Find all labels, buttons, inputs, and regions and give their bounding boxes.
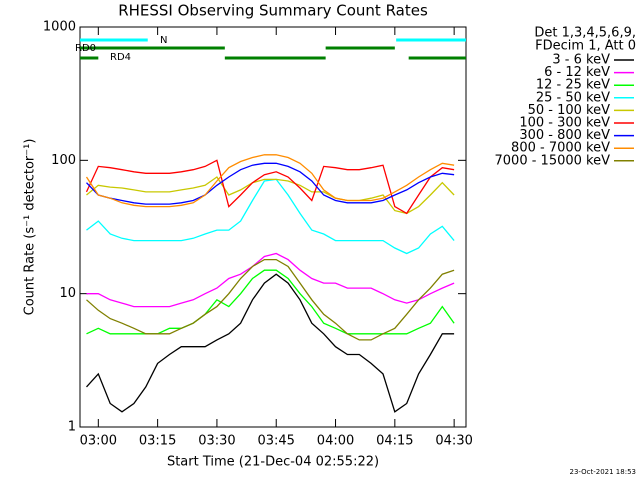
series-line	[86, 252, 455, 308]
y-tick-label: 10	[59, 286, 76, 301]
flag-label: N	[160, 35, 167, 46]
y-axis-label: Count Rate (s⁻¹ detector⁻¹)	[23, 139, 38, 316]
plot-frame	[79, 26, 467, 428]
series-line	[85, 154, 455, 208]
series-line	[86, 176, 455, 215]
y-tick-label: 100	[51, 153, 76, 168]
footer: 23-Oct-2021 18:53	[570, 468, 636, 476]
legend-label: 100 - 300 keV	[519, 116, 610, 131]
x-tick-label: 03:30	[198, 434, 235, 449]
legend-label: 12 - 25 keV	[536, 78, 610, 93]
series-line	[86, 273, 455, 413]
series-line	[86, 178, 455, 255]
legend-label: 50 - 100 keV	[528, 103, 611, 118]
legend-header: FDecim 1, Att 0	[535, 39, 636, 54]
legend-label: 6 - 12 keV	[544, 65, 610, 80]
x-tick-label: 04:30	[435, 434, 472, 449]
legend-header: Det 1,3,4,5,6,9,	[534, 26, 636, 41]
chart-title: RHESSI Observing Summary Count Rates	[118, 2, 428, 20]
legend-label: 800 - 7000 keV	[511, 141, 610, 156]
series-line	[86, 258, 455, 341]
y-tick-label: 1000	[43, 20, 76, 35]
legend-label: 300 - 800 keV	[519, 128, 610, 143]
x-tick-label: 04:00	[317, 434, 354, 449]
series-line	[85, 159, 455, 215]
y-tick-label: 1	[68, 420, 76, 435]
flag-label: RD4	[110, 52, 131, 63]
x-tick-label: 04:15	[376, 434, 413, 449]
legend-label: 3 - 6 keV	[552, 53, 610, 68]
x-axis-label: Start Time (21-Dec-04 02:55:22)	[167, 455, 379, 470]
x-tick-label: 03:15	[139, 434, 176, 449]
x-tick-label: 03:45	[257, 434, 294, 449]
legend-label: 25 - 50 keV	[536, 90, 610, 105]
flag-label: RD0	[75, 43, 96, 54]
series-line	[86, 162, 455, 205]
x-tick-label: 03:00	[80, 434, 117, 449]
legend-label: 7000 - 15000 keV	[495, 153, 611, 168]
